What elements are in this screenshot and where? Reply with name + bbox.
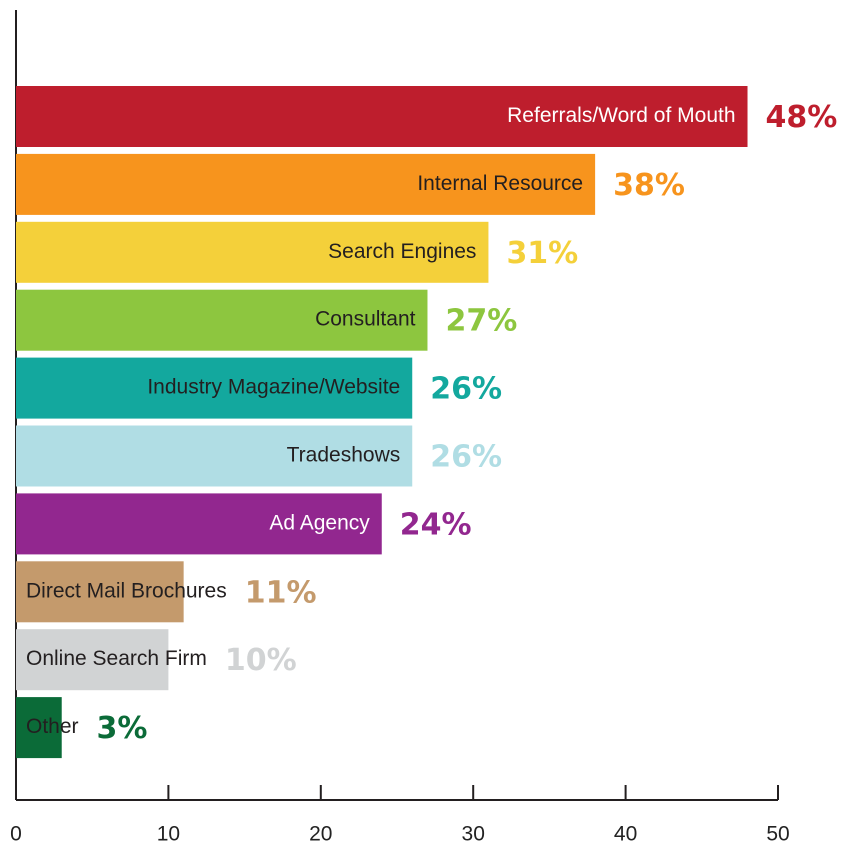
category-label: Referrals/Word of Mouth bbox=[507, 104, 735, 127]
value-label: 31% bbox=[506, 236, 578, 271]
bar bbox=[16, 561, 184, 623]
x-tick-label: 20 bbox=[309, 823, 332, 846]
x-tick-label: 50 bbox=[766, 823, 789, 846]
value-label: 11% bbox=[245, 575, 317, 610]
bar bbox=[16, 289, 428, 351]
category-label: Internal Resource bbox=[417, 172, 583, 195]
bar bbox=[16, 425, 413, 487]
value-label: 26% bbox=[430, 440, 502, 475]
category-label: Other bbox=[26, 715, 79, 738]
value-label: 26% bbox=[430, 372, 502, 407]
bar bbox=[16, 697, 62, 759]
bar bbox=[16, 221, 489, 283]
category-label: Tradeshows bbox=[287, 444, 401, 467]
bar bbox=[16, 153, 596, 215]
x-tick-label: 0 bbox=[10, 823, 22, 846]
x-tick-label: 30 bbox=[462, 823, 485, 846]
bar bbox=[16, 629, 169, 691]
value-label: 48% bbox=[766, 100, 838, 135]
category-label: Ad Agency bbox=[269, 511, 370, 534]
value-label: 38% bbox=[613, 168, 685, 203]
value-label: 10% bbox=[225, 643, 297, 678]
category-label: Consultant bbox=[315, 308, 416, 331]
category-label: Industry Magazine/Website bbox=[147, 376, 400, 399]
bar bbox=[16, 493, 382, 555]
category-label: Online Search Firm bbox=[26, 647, 207, 670]
value-label: 27% bbox=[445, 304, 517, 339]
bar bbox=[16, 357, 413, 419]
category-label: Direct Mail Brochures bbox=[26, 579, 227, 602]
category-label: Search Engines bbox=[328, 240, 476, 263]
x-tick-label: 40 bbox=[614, 823, 637, 846]
value-label: 3% bbox=[97, 711, 148, 746]
x-tick-label: 10 bbox=[157, 823, 180, 846]
value-label: 24% bbox=[400, 507, 472, 542]
bar bbox=[16, 86, 748, 147]
